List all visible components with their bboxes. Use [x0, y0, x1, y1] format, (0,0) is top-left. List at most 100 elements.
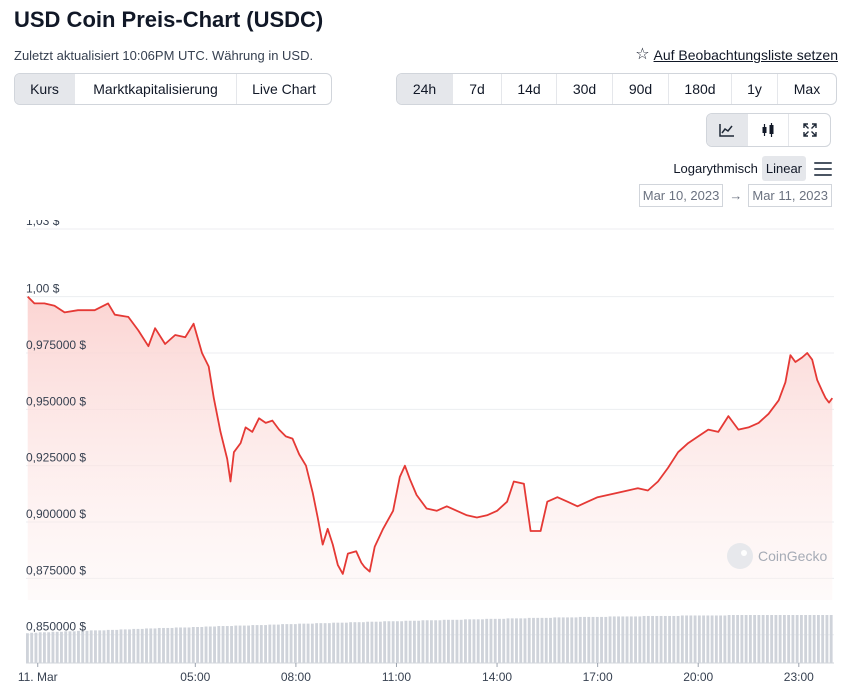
volume-bar	[464, 619, 467, 663]
date-from-field[interactable]: Mar 10, 2023	[638, 184, 724, 207]
range-max[interactable]: Max	[793, 81, 821, 97]
volume-bar	[276, 624, 280, 663]
volume-bars	[26, 615, 834, 664]
range-1y[interactable]: 1y	[732, 74, 778, 104]
volume-bar	[272, 624, 276, 663]
volume-bar	[128, 629, 131, 663]
volume-bar	[714, 615, 718, 663]
range-24h[interactable]: 24h	[397, 74, 453, 104]
volume-bar	[821, 615, 825, 663]
volume-bar	[281, 624, 285, 663]
volume-bar	[634, 616, 637, 663]
volume-bar	[289, 624, 293, 663]
time-range-tabs: 24h 7d 14d 30d 90d 180d 1y Max	[396, 73, 837, 105]
range-14d[interactable]: 14d	[502, 74, 557, 104]
volume-bar	[400, 621, 404, 663]
page-title: USD Coin Preis-Chart (USDC)	[14, 7, 324, 32]
price-chart[interactable]: 1,03 $ 1,00 $ 0,975000 $ 0,950000 $ 0,925000…	[0, 220, 850, 685]
volume-bar	[136, 628, 140, 663]
volume-bar	[697, 615, 701, 663]
volume-bar	[498, 618, 501, 663]
line-chart-button[interactable]	[707, 114, 748, 146]
volume-bar	[655, 615, 659, 663]
volume-bar	[723, 615, 727, 663]
volume-bar	[685, 615, 689, 663]
y-tick-label: 0,875000 $	[26, 563, 86, 577]
volume-bar	[378, 621, 382, 663]
volume-bar	[68, 631, 72, 663]
volume-bar	[123, 629, 127, 663]
range-90d[interactable]: 90d	[613, 74, 669, 104]
volume-bar	[157, 627, 161, 663]
volume-bar	[561, 617, 565, 663]
candlestick-chart-button[interactable]	[748, 114, 789, 146]
volume-bar	[310, 623, 314, 663]
volume-bar	[174, 627, 178, 663]
volume-bar	[391, 621, 395, 663]
price-area	[27, 296, 833, 600]
y-tick-label: 1,00 $	[26, 282, 60, 296]
linear-scale-button[interactable]: Linear	[761, 156, 806, 181]
range-7d[interactable]: 7d	[453, 74, 502, 104]
volume-bar	[166, 627, 170, 663]
volume-bar	[242, 625, 246, 663]
volume-bar	[302, 623, 306, 663]
range-180d[interactable]: 180d	[669, 74, 732, 104]
range-30d[interactable]: 30d	[557, 74, 613, 104]
coingecko-watermark: CoinGecko	[727, 543, 827, 569]
volume-bar	[765, 615, 769, 663]
volume-bar	[748, 615, 752, 663]
volume-bar	[357, 622, 361, 663]
volume-bar	[425, 620, 429, 663]
volume-bar	[544, 617, 548, 663]
volume-bar	[179, 627, 182, 663]
y-tick-label: 0,850000 $	[26, 620, 86, 634]
add-to-watchlist-link[interactable]: ☆ Auf Beobachtungsliste setzen	[635, 47, 838, 64]
volume-bar	[370, 621, 374, 663]
date-to-field[interactable]: Mar 11, 2023	[748, 184, 832, 207]
volume-bar	[204, 626, 208, 663]
volume-bar	[757, 615, 761, 663]
tab-market-cap[interactable]: Marktkapitalisierung	[75, 74, 237, 104]
volume-bar	[587, 616, 591, 663]
volume-bar	[621, 616, 625, 663]
volume-bar	[693, 615, 697, 663]
volume-bar	[540, 617, 544, 663]
tab-price[interactable]: Kurs	[15, 74, 75, 104]
x-tick-label: 20:00	[683, 670, 713, 684]
log-scale-button[interactable]: Logarythmisch	[673, 161, 758, 176]
chart-type-toolbar	[706, 113, 831, 147]
volume-bar	[451, 619, 455, 663]
volume-bar	[459, 619, 463, 663]
x-tick-label: 11:00	[382, 670, 411, 684]
volume-bar	[213, 626, 216, 663]
volume-bar	[293, 624, 297, 663]
volume-bar	[481, 619, 484, 663]
volume-bar	[753, 615, 757, 663]
volume-bar	[395, 621, 399, 663]
volume-bar	[663, 615, 667, 663]
volume-bar	[319, 623, 323, 663]
volume-bar	[774, 615, 778, 663]
scale-toggle: Logarythmisch Linear	[669, 156, 832, 181]
fullscreen-button[interactable]	[789, 114, 830, 146]
volume-bar	[744, 615, 748, 663]
volume-bar	[600, 616, 603, 663]
volume-bar	[804, 615, 808, 663]
hamburger-menu-icon[interactable]	[814, 161, 832, 176]
volume-bar	[336, 622, 340, 663]
volume-bar	[782, 615, 786, 663]
volume-bar	[332, 622, 336, 663]
volume-bar	[515, 618, 518, 663]
volume-bar	[527, 617, 531, 663]
volume-bar	[119, 629, 123, 663]
volume-bar	[387, 621, 391, 663]
volume-bar	[374, 621, 378, 663]
volume-bar	[442, 619, 446, 663]
volume-bar	[94, 630, 97, 663]
volume-bar	[510, 618, 514, 663]
volume-bar	[493, 618, 497, 663]
tab-live-chart[interactable]: Live Chart	[252, 81, 316, 97]
volume-bar	[476, 619, 480, 663]
volume-bar	[417, 620, 421, 663]
